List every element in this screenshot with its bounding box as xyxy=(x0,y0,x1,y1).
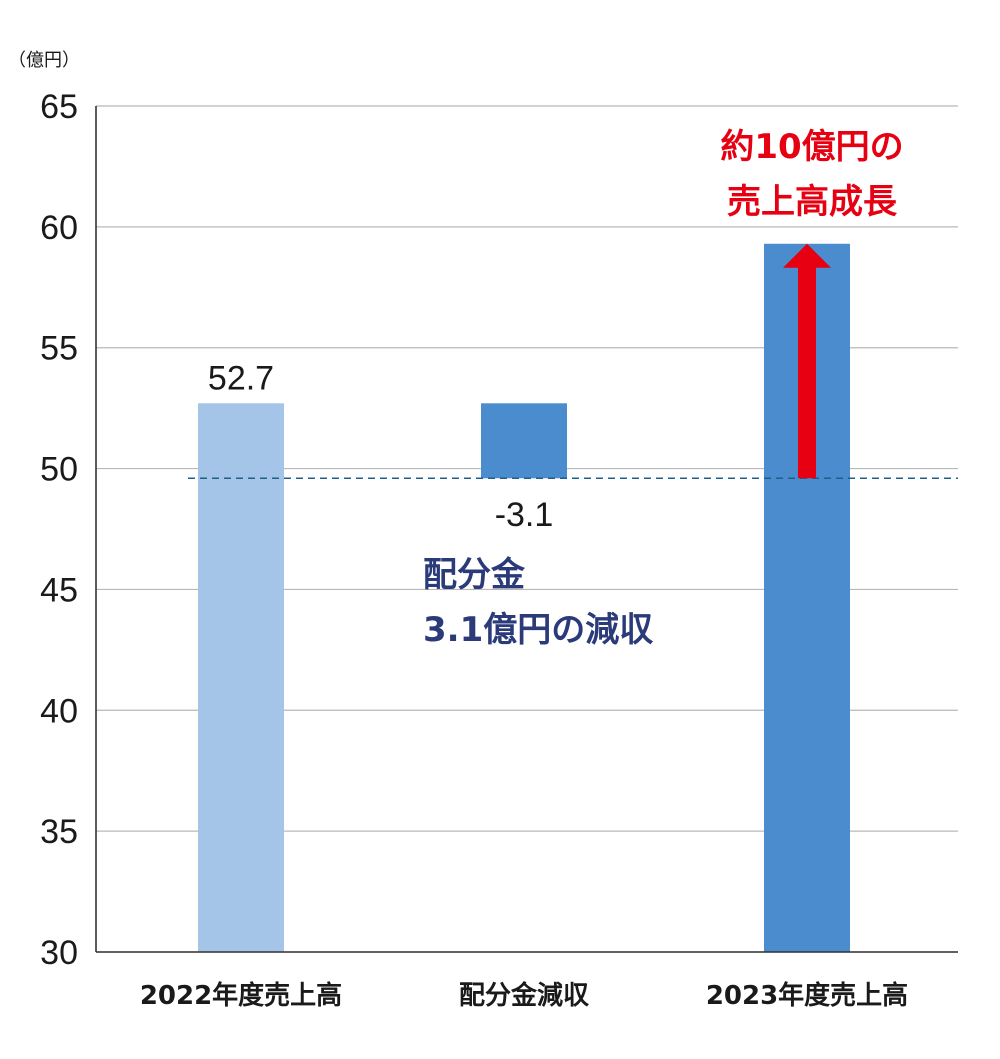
data-label-decrease: -3.1 xyxy=(495,496,554,534)
y-tick-label: 40 xyxy=(40,692,78,730)
category-labels: 2022年度売上高 配分金減収 2023年度売上高 xyxy=(140,980,908,1011)
category-label: 2022年度売上高 xyxy=(140,980,342,1011)
data-label-2022: 52.7 xyxy=(208,359,274,397)
increase-note-line2: 売上高成長 xyxy=(727,182,898,222)
bar-1 xyxy=(198,403,284,952)
arrow-shaft xyxy=(798,266,816,479)
data-labels: 52.7 -3.1 xyxy=(208,359,553,534)
growth-arrow-group xyxy=(783,243,831,479)
category-label: 配分金減収 xyxy=(459,980,590,1011)
bars xyxy=(198,243,850,952)
y-tick-label: 60 xyxy=(40,209,78,247)
y-axis-ticks: 30 35 40 45 50 55 60 65 xyxy=(40,88,78,972)
y-tick-label: 35 xyxy=(40,813,78,851)
arrow-head xyxy=(783,243,831,268)
y-tick-label: 55 xyxy=(40,330,78,368)
bar-2 xyxy=(481,403,567,479)
y-axis-unit: （億円） xyxy=(8,50,80,71)
category-label: 2023年度売上高 xyxy=(706,980,908,1011)
decrease-note-line1: 配分金 xyxy=(423,555,526,595)
y-tick-label: 65 xyxy=(40,88,78,126)
decrease-note-line2: 3.1億円の減収 xyxy=(423,610,653,650)
y-tick-label: 50 xyxy=(40,451,78,489)
y-tick-label: 30 xyxy=(40,934,78,972)
y-tick-label: 45 xyxy=(40,571,78,609)
axes xyxy=(95,106,958,953)
increase-note-line1: 約10億円の xyxy=(720,127,903,167)
